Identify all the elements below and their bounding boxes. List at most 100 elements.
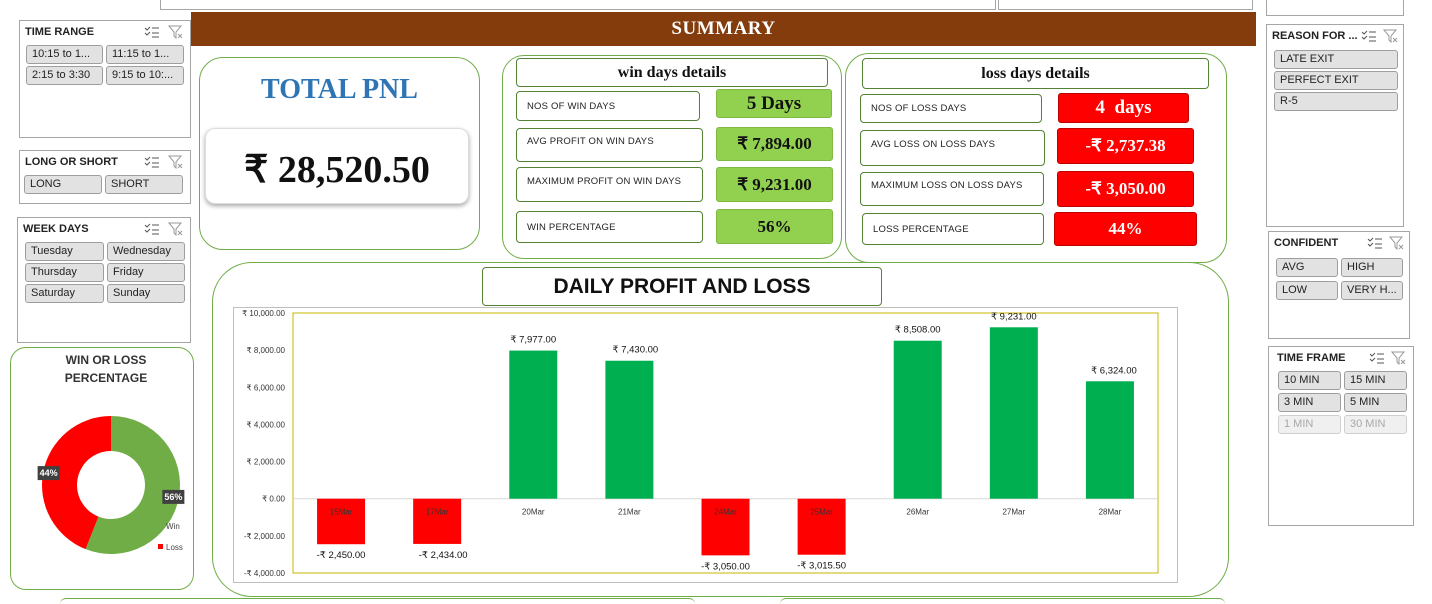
- x-tick-label: 28Mar: [1099, 508, 1122, 517]
- slicer-item[interactable]: LONG: [24, 175, 102, 194]
- multi-select-icon[interactable]: [144, 222, 160, 236]
- slicer-item[interactable]: 5 MIN: [1344, 393, 1407, 412]
- x-tick-label: 17Mar: [426, 508, 449, 517]
- x-tick-label: 25Mar: [810, 508, 833, 517]
- multi-select-icon[interactable]: [1361, 29, 1377, 43]
- slicer-item-disabled[interactable]: 1 MIN: [1278, 415, 1341, 434]
- multi-select-icon[interactable]: [144, 155, 160, 169]
- total-pnl-value-box: ₹ 28,520.50: [205, 128, 469, 204]
- slicer-item[interactable]: Thursday: [25, 263, 104, 282]
- slicer-item[interactable]: PERFECT EXIT: [1274, 71, 1398, 90]
- slicer-item[interactable]: Sunday: [107, 284, 185, 303]
- svg-text:44%: 44%: [40, 468, 58, 478]
- total-pnl-title: TOTAL PNL: [261, 74, 418, 105]
- slicer-item[interactable]: 2:15 to 3:30: [26, 66, 103, 85]
- win-value-avg: ₹ 7,894.00: [716, 127, 833, 161]
- daily-pnl-panel: DAILY PROFIT AND LOSS ₹ 10,000.00 ₹ 8,000…: [212, 262, 1229, 597]
- multi-select-icon[interactable]: [144, 25, 160, 39]
- win-label-pct: WIN PERCENTAGE: [516, 211, 703, 243]
- slicer-title: TIME FRAME: [1277, 352, 1346, 364]
- win-loss-donut-panel: WIN OR LOSS PERCENTAGE 56% 44% Win Loss: [10, 347, 194, 590]
- donut-chart: 56% 44% Win Loss: [37, 416, 185, 554]
- clear-filter-icon[interactable]: [1382, 29, 1399, 44]
- clear-filter-icon[interactable]: [167, 222, 184, 237]
- clear-filter-icon[interactable]: [1388, 236, 1405, 251]
- slicer-item[interactable]: R-5: [1274, 92, 1398, 111]
- bar-value-label: ₹ 7,430.00: [613, 345, 659, 356]
- slicer-item[interactable]: VERY H...: [1341, 281, 1403, 300]
- total-pnl-value: ₹ 28,520.50: [244, 149, 430, 191]
- slicer-item[interactable]: SHORT: [105, 175, 183, 194]
- bar-28Mar: [1085, 381, 1134, 499]
- bottom-fragment: [780, 598, 1225, 604]
- y-tick-label: ₹ 6,000.00: [247, 383, 286, 392]
- slicer-item[interactable]: Wednesday: [107, 242, 185, 261]
- y-tick-label: ₹ 4,000.00: [247, 420, 286, 429]
- y-tick-label: ₹ 8,000.00: [247, 346, 286, 355]
- y-tick-label: ₹ 2,000.00: [247, 458, 286, 467]
- slicer-item-disabled[interactable]: 30 MIN: [1344, 415, 1407, 434]
- x-tick-label: 24Mar: [714, 508, 737, 517]
- bar-value-label: ₹ 7,977.00: [510, 335, 556, 346]
- slicer-controls: [1361, 29, 1399, 44]
- slicer-title: WEEK DAYS: [23, 223, 89, 235]
- slicer-item[interactable]: AVG: [1276, 258, 1338, 277]
- y-tick-label: -₹ 2,000.00: [244, 532, 286, 541]
- slicer-title: LONG OR SHORT: [25, 156, 118, 168]
- clear-filter-icon[interactable]: [167, 155, 184, 170]
- slicer-item[interactable]: 11:15 to 1...: [106, 45, 184, 64]
- bar-value-label: ₹ 8,508.00: [895, 325, 941, 336]
- bar-value-label: -₹ 2,450.00: [317, 550, 366, 561]
- slicer-item[interactable]: HIGH: [1341, 258, 1403, 277]
- slicer-item[interactable]: Saturday: [25, 284, 104, 303]
- bar-15Mar: [317, 498, 366, 545]
- y-tick-label: ₹ 10,000.00: [242, 309, 285, 318]
- bar-value-label: -₹ 3,050.00: [701, 561, 750, 572]
- bar-26Mar: [893, 340, 942, 499]
- bar-value-label: -₹ 3,015.50: [797, 561, 846, 572]
- slicer-item[interactable]: LATE EXIT: [1274, 50, 1398, 69]
- slicer-item[interactable]: Tuesday: [25, 242, 104, 261]
- clear-filter-icon[interactable]: [1390, 351, 1407, 366]
- loss-label-avg: AVG LOSS ON LOSS DAYS: [860, 130, 1045, 166]
- bar-24Mar: [701, 498, 750, 556]
- donut-slice-win: [85, 416, 181, 554]
- donut-slice-loss: [42, 416, 111, 550]
- slicer-time-range: TIME RANGE 10:15 to 1... 11:15 to 1... 2…: [19, 20, 191, 138]
- win-label-avg: AVG PROFIT ON WIN DAYS: [516, 128, 703, 162]
- y-tick-label: -₹ 4,000.00: [244, 569, 286, 578]
- slicer-item[interactable]: 15 MIN: [1344, 371, 1407, 390]
- loss-label-pct: LOSS PERCENTAGE: [862, 213, 1044, 245]
- x-tick-label: 27Mar: [1002, 508, 1025, 517]
- win-value-max: ₹ 9,231.00: [716, 167, 833, 202]
- svg-text:Loss: Loss: [166, 543, 183, 552]
- slicer-title: CONFIDENT: [1274, 237, 1339, 249]
- daily-pnl-chart: ₹ 10,000.00 ₹ 8,000.00 ₹ 6,000.00 ₹ 4,000.0…: [233, 307, 1178, 583]
- summary-header: SUMMARY: [191, 12, 1256, 46]
- slicer-confident: CONFIDENT AVG HIGH LOW VERY H...: [1268, 231, 1410, 339]
- slicer-title: REASON FOR ...: [1272, 30, 1358, 42]
- bar-17Mar: [413, 498, 462, 544]
- multi-select-icon[interactable]: [1367, 236, 1383, 250]
- slicer-time-frame: TIME FRAME 10 MIN 15 MIN 3 MIN 5 MIN 1 M…: [1268, 346, 1414, 526]
- svg-text:Win: Win: [166, 522, 180, 531]
- loss-label-count: NOS OF LOSS DAYS: [860, 94, 1042, 123]
- multi-select-icon[interactable]: [1369, 351, 1385, 365]
- slicer-controls: [144, 155, 184, 170]
- slicer-item[interactable]: 3 MIN: [1278, 393, 1341, 412]
- clear-filter-icon[interactable]: [167, 25, 184, 40]
- x-tick-label: 20Mar: [522, 508, 545, 517]
- slicer-long-short: LONG OR SHORT LONG SHORT: [19, 150, 191, 204]
- slicer-item[interactable]: Friday: [107, 263, 185, 282]
- daily-pnl-title: DAILY PROFIT AND LOSS: [482, 267, 882, 306]
- bar-value-label: -₹ 2,434.00: [419, 550, 468, 561]
- slicer-item[interactable]: LOW: [1276, 281, 1338, 300]
- slicer-item[interactable]: 10:15 to 1...: [26, 45, 103, 64]
- slicer-controls: [1367, 236, 1405, 251]
- donut-data-label: 44%: [37, 466, 60, 481]
- loss-value-max: -₹ 3,050.00: [1057, 171, 1194, 207]
- bar-value-label: ₹ 6,324.00: [1091, 365, 1137, 376]
- slicer-item[interactable]: 10 MIN: [1278, 371, 1341, 390]
- slicer-item[interactable]: 9:15 to 10:...: [106, 66, 184, 85]
- slicer-controls: [144, 222, 184, 237]
